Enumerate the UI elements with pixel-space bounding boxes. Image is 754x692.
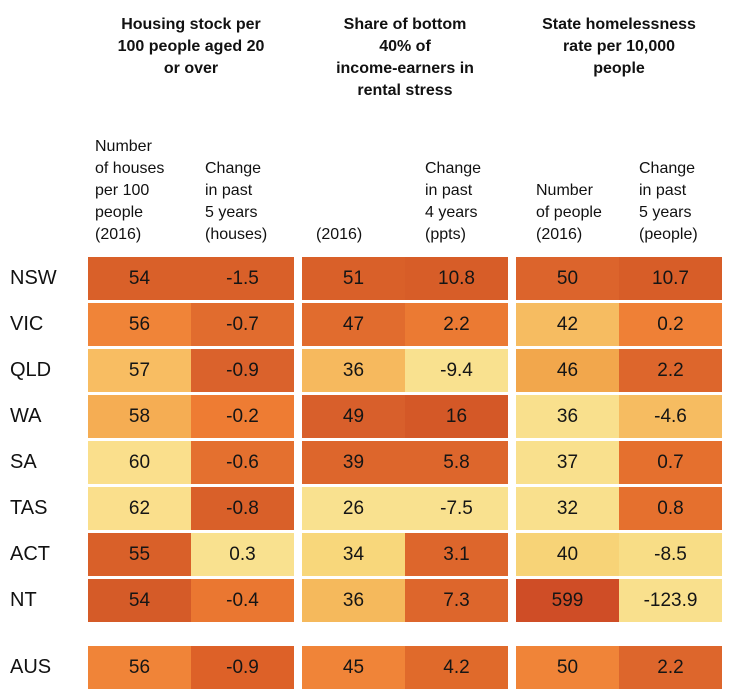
- state-rows: NSW 54 -1.5 51 10.8 50 10.7 VIC 56 -0.7 47 2.2 42 0.2…: [0, 257, 754, 622]
- column-header-stress-2016: (2016): [316, 226, 363, 243]
- heatmap-cell: -0.2: [191, 395, 294, 438]
- heatmap-cell: 5.8: [405, 441, 508, 484]
- group-title-housing-stock: Housing stock per 100 people aged 20 or …: [117, 16, 265, 77]
- heatmap-cell: 2.2: [405, 303, 508, 346]
- heatmap-cell: 0.8: [619, 487, 722, 530]
- heatmap-cell: 56: [88, 303, 191, 346]
- heatmap-cell: -0.8: [191, 487, 294, 530]
- heatmap-cell: 2.2: [619, 349, 722, 392]
- heatmap-cell: 599: [516, 579, 619, 622]
- heatmap-cell: 0.7: [619, 441, 722, 484]
- heatmap-cell: 50: [516, 646, 619, 689]
- heatmap-cell: 58: [88, 395, 191, 438]
- heatmap-cell: 62: [88, 487, 191, 530]
- heatmap-cell: 54: [88, 257, 191, 300]
- heatmap-cell: 7.3: [405, 579, 508, 622]
- table-row: WA 58 -0.2 49 16 36 -4.6: [0, 395, 754, 438]
- row-label: NSW: [10, 267, 57, 289]
- heatmap-cell: -1.5: [191, 257, 294, 300]
- table-row: VIC 56 -0.7 47 2.2 42 0.2: [0, 303, 754, 346]
- group-title-rental-stress: Share of bottom 40% of income-earners in…: [336, 16, 474, 99]
- heatmap-cell: 4.2: [405, 646, 508, 689]
- heatmap-cell: 47: [302, 303, 405, 346]
- row-label: TAS: [10, 497, 48, 519]
- heatmap-cell: 56: [88, 646, 191, 689]
- column-header-stress-change: Change in past 4 years (ppts): [425, 160, 482, 243]
- heatmap-cell: -0.9: [191, 349, 294, 392]
- heatmap-cell: 2.2: [619, 646, 722, 689]
- heatmap-cell: 40: [516, 533, 619, 576]
- heatmap-cell: 10.8: [405, 257, 508, 300]
- heatmap-cell: 55: [88, 533, 191, 576]
- row-label: AUS: [10, 656, 52, 678]
- heatmap-cell: -7.5: [405, 487, 508, 530]
- heatmap-cell: 42: [516, 303, 619, 346]
- table-row: NSW 54 -1.5 51 10.8 50 10.7: [0, 257, 754, 300]
- column-header-homeless-change: Change in past 5 years (people): [639, 160, 698, 243]
- heatmap-cell: 45: [302, 646, 405, 689]
- heatmap-cell: -4.6: [619, 395, 722, 438]
- table-row: SA 60 -0.6 39 5.8 37 0.7: [0, 441, 754, 484]
- heatmap-cell: 50: [516, 257, 619, 300]
- heatmap-cell: 51: [302, 257, 405, 300]
- heatmap-cell: -0.6: [191, 441, 294, 484]
- row-label: ACT: [10, 543, 50, 565]
- australia-total-row: AUS 56 -0.9 45 4.2 50 2.2: [0, 646, 754, 689]
- heatmap-cell: -0.4: [191, 579, 294, 622]
- heatmap-cell: -0.9: [191, 646, 294, 689]
- heatmap-cell: -123.9: [619, 579, 722, 622]
- heatmap-cell: 36: [302, 349, 405, 392]
- table-row: TAS 62 -0.8 26 -7.5 32 0.8: [0, 487, 754, 530]
- row-label: VIC: [10, 313, 44, 335]
- table-row: AUS 56 -0.9 45 4.2 50 2.2: [0, 646, 754, 689]
- heatmap-cell: 26: [302, 487, 405, 530]
- heatmap-cell: 34: [302, 533, 405, 576]
- heatmap-cell: 10.7: [619, 257, 722, 300]
- column-header-houses-change: Change in past 5 years (houses): [205, 160, 268, 243]
- table-row: NT 54 -0.4 36 7.3 599 -123.9: [0, 579, 754, 622]
- heatmap-cell: 3.1: [405, 533, 508, 576]
- heatmap-cell: 57: [88, 349, 191, 392]
- row-label: NT: [10, 589, 37, 611]
- heatmap-cell: 36: [516, 395, 619, 438]
- heatmap-cell: 37: [516, 441, 619, 484]
- row-label: WA: [10, 405, 42, 427]
- heatmap-cell: 39: [302, 441, 405, 484]
- group-titles-row: Housing stock per 100 people aged 20 or …: [0, 10, 754, 110]
- column-header-homeless-number: Number of people (2016): [536, 182, 602, 243]
- heatmap-cell: 0.3: [191, 533, 294, 576]
- row-label: QLD: [10, 359, 52, 381]
- heatmap-cell: -9.4: [405, 349, 508, 392]
- column-header-houses-number: Number of houses per 100 people (2016): [95, 138, 165, 243]
- heatmap-cell: 60: [88, 441, 191, 484]
- heatmap-cell: 32: [516, 487, 619, 530]
- table-row: QLD 57 -0.9 36 -9.4 46 2.2: [0, 349, 754, 392]
- heatmap-cell: 54: [88, 579, 191, 622]
- row-label: SA: [10, 451, 37, 473]
- heatmap-cell: -8.5: [619, 533, 722, 576]
- heatmap-cell: -0.7: [191, 303, 294, 346]
- table-row: ACT 55 0.3 34 3.1 40 -8.5: [0, 533, 754, 576]
- heatmap-cell: 36: [302, 579, 405, 622]
- group-title-homelessness: State homelessness rate per 10,000 peopl…: [542, 16, 696, 77]
- heatmap-cell: 0.2: [619, 303, 722, 346]
- column-headers-row: Number of houses per 100 people (2016) C…: [0, 110, 754, 257]
- heatmap-cell: 49: [302, 395, 405, 438]
- heatmap-cell: 16: [405, 395, 508, 438]
- heatmap-cell: 46: [516, 349, 619, 392]
